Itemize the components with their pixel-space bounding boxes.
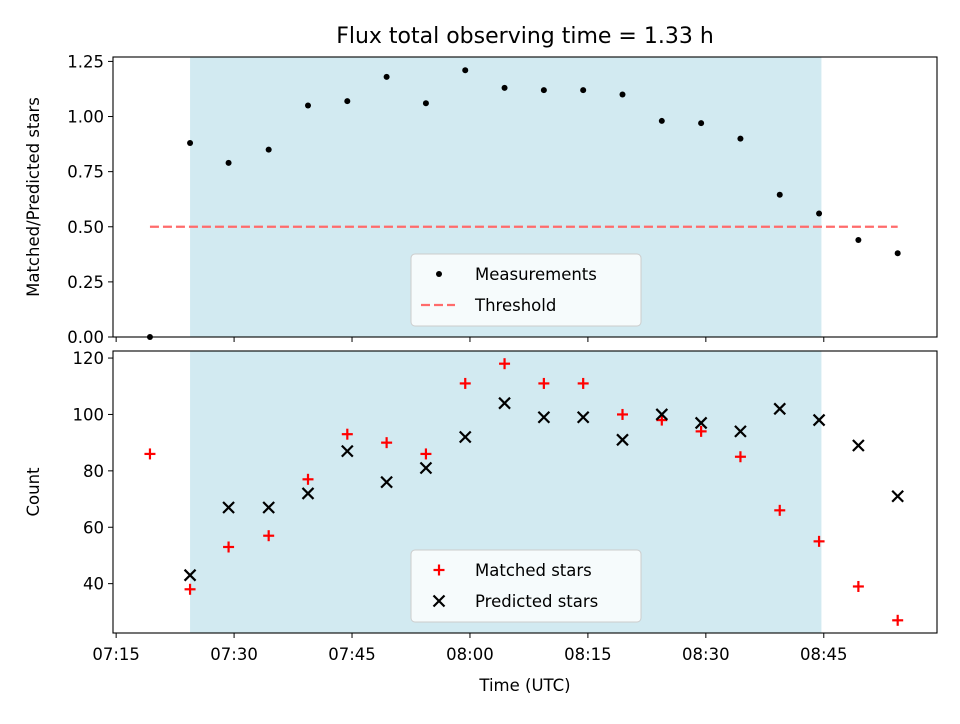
predicted-stars-point bbox=[341, 444, 354, 458]
measurements-point bbox=[422, 100, 429, 107]
measurements-point bbox=[894, 250, 901, 257]
axes-frame bbox=[112, 56, 938, 338]
measurements-point bbox=[225, 159, 232, 166]
legend: Matched stars Predicted stars bbox=[410, 549, 642, 623]
matched-stars-point bbox=[616, 408, 628, 420]
matched-stars-point bbox=[695, 425, 707, 437]
matched-stars-point bbox=[302, 473, 314, 485]
legend-predicted-stars-swatch bbox=[432, 594, 446, 608]
bottom-panel: 40 60 80 100 120 07:15 07:30 07:45 08:00 08:15 08:… bbox=[24, 349, 938, 664]
y-tick-label: 0.75 bbox=[67, 163, 104, 182]
measurements-point bbox=[501, 84, 508, 91]
legend: Measurements Threshold bbox=[410, 253, 642, 327]
y-tick-label: 80 bbox=[83, 462, 104, 481]
predicted-stars-point bbox=[812, 413, 826, 427]
matched-stars-point bbox=[341, 428, 353, 440]
matched-stars-point bbox=[420, 448, 432, 460]
matched-stars-point bbox=[813, 535, 825, 547]
legend-label: Threshold bbox=[474, 296, 556, 315]
chart-title: Flux total observing time = 1.33 h bbox=[336, 24, 714, 49]
x-tick-label: 07:15 bbox=[92, 645, 140, 664]
x-tick-label: 07:30 bbox=[210, 645, 258, 664]
measurements-point bbox=[187, 139, 194, 146]
measurements-point bbox=[540, 87, 547, 94]
matched-stars-point bbox=[774, 504, 786, 516]
predicted-stars-point bbox=[301, 487, 315, 500]
axes-frame bbox=[112, 350, 938, 634]
matched-stars-point bbox=[734, 451, 746, 463]
x-tick-label: 08:00 bbox=[446, 645, 494, 664]
measurements-point bbox=[383, 73, 390, 80]
matched-stars-point bbox=[184, 583, 196, 595]
y-tick-label: 1.00 bbox=[67, 108, 104, 127]
matched-stars-point bbox=[144, 448, 156, 460]
legend-label: Measurements bbox=[475, 265, 597, 284]
measurements-point bbox=[619, 91, 626, 98]
top-panel: 0.00 0.25 0.50 0.75 1.00 1.25 Matched/Predicte… bbox=[24, 52, 938, 347]
predicted-stars-point bbox=[734, 425, 747, 438]
measurements-point bbox=[816, 210, 823, 217]
matched-stars-point bbox=[577, 377, 589, 389]
predicted-stars-point bbox=[458, 430, 472, 444]
predicted-stars-point bbox=[655, 408, 669, 421]
legend-box bbox=[410, 253, 642, 327]
y-tick-label: 60 bbox=[83, 518, 104, 537]
predicted-stars-point bbox=[891, 489, 904, 503]
predicted-stars-point bbox=[498, 396, 511, 410]
y-tick-label: 0.25 bbox=[67, 273, 104, 292]
predicted-stars-point bbox=[616, 433, 629, 447]
measurements-point bbox=[265, 146, 272, 153]
predicted-stars-point bbox=[576, 410, 590, 424]
predicted-stars-point bbox=[694, 416, 708, 430]
y-tick-label: 40 bbox=[83, 575, 104, 594]
matched-stars-point bbox=[499, 358, 511, 370]
matched-stars-point bbox=[656, 414, 668, 426]
y-tick-label: 100 bbox=[73, 405, 105, 424]
y-tick-label: 0.50 bbox=[67, 218, 104, 237]
predicted-stars-point bbox=[222, 501, 235, 514]
x-axis-label: Time (UTC) bbox=[478, 676, 570, 695]
x-tick-label: 08:30 bbox=[682, 645, 730, 664]
predicted-stars-point bbox=[183, 568, 197, 582]
predicted-stars-point bbox=[773, 402, 787, 416]
measurements-point bbox=[698, 120, 705, 127]
matched-stars-point bbox=[459, 377, 471, 389]
legend-label: Predicted stars bbox=[475, 592, 598, 611]
legend-box bbox=[410, 549, 642, 623]
matched-stars-point bbox=[223, 541, 235, 553]
legend-matched-stars-swatch bbox=[433, 564, 445, 576]
measurements-point bbox=[344, 98, 351, 105]
measurements-point bbox=[855, 236, 862, 243]
y-tick-label: 0.00 bbox=[67, 328, 104, 347]
y-tick-label: 120 bbox=[73, 349, 105, 368]
x-tick-label: 07:45 bbox=[328, 645, 376, 664]
measurements-point bbox=[658, 117, 665, 124]
measurements-point bbox=[737, 135, 744, 142]
measurements-point bbox=[462, 67, 469, 74]
matched-stars-point bbox=[381, 437, 393, 449]
x-tick-label: 08:45 bbox=[800, 645, 848, 664]
matched-stars-point bbox=[263, 530, 275, 542]
predicted-stars-point bbox=[852, 439, 865, 452]
legend-measurements-swatch bbox=[436, 271, 442, 277]
measurements-point bbox=[304, 102, 311, 109]
predicted-stars-point bbox=[419, 461, 433, 475]
y-axis-label: Matched/Predicted stars bbox=[24, 97, 43, 297]
y-tick-label: 1.25 bbox=[67, 52, 104, 71]
matched-stars-point bbox=[538, 377, 550, 389]
legend-label: Matched stars bbox=[475, 561, 592, 580]
x-tick-label: 08:15 bbox=[564, 645, 612, 664]
predicted-stars-point bbox=[380, 475, 393, 489]
matched-stars-point bbox=[852, 580, 864, 592]
measurements-point bbox=[580, 87, 587, 94]
matched-stars-point bbox=[892, 614, 904, 626]
predicted-stars-point bbox=[262, 501, 275, 514]
y-axis-label: Count bbox=[24, 467, 43, 517]
measurements-point bbox=[776, 191, 783, 198]
predicted-stars-point bbox=[537, 410, 551, 424]
